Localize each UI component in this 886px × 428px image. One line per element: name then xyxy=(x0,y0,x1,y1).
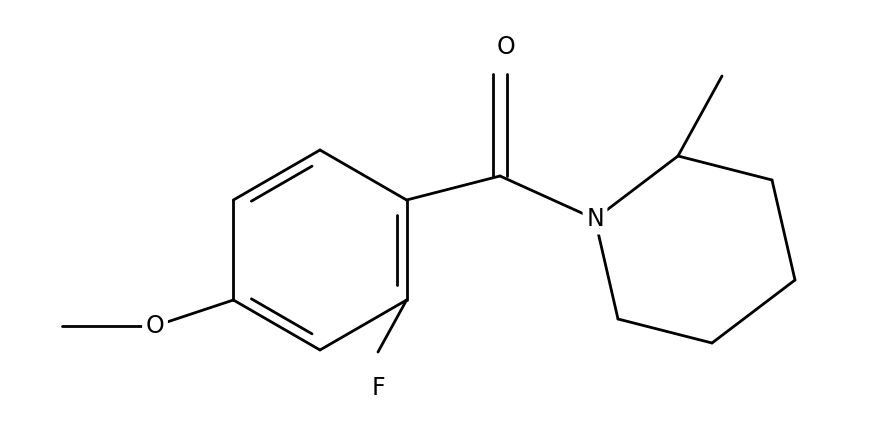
Text: O: O xyxy=(145,314,165,338)
Text: O: O xyxy=(497,35,516,59)
Text: F: F xyxy=(371,376,385,400)
Text: N: N xyxy=(587,207,604,231)
